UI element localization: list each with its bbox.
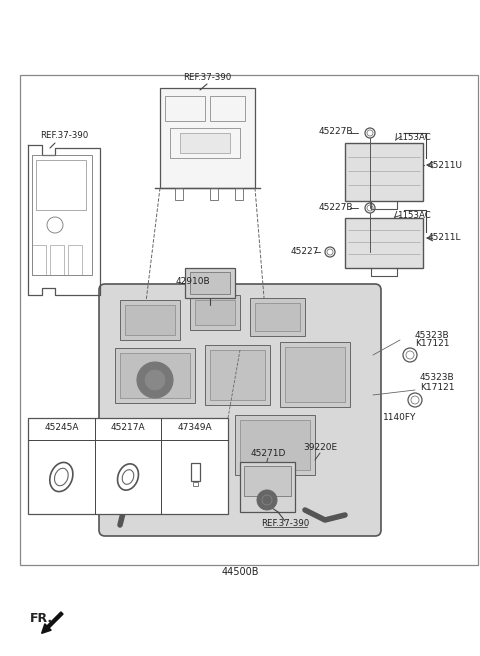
Bar: [240, 462, 295, 512]
Bar: [160, 88, 255, 188]
Text: REF.37-390: REF.37-390: [40, 131, 88, 140]
Bar: [255, 303, 300, 331]
Bar: [20, 75, 478, 565]
Text: 47349A: 47349A: [177, 424, 212, 432]
Bar: [120, 353, 190, 398]
FancyBboxPatch shape: [99, 284, 381, 536]
Bar: [130, 425, 220, 470]
Circle shape: [257, 490, 277, 510]
Text: 45245A: 45245A: [44, 424, 79, 432]
Text: 44500B: 44500B: [221, 567, 259, 577]
Text: 45217A: 45217A: [111, 424, 145, 432]
Text: K17121: K17121: [420, 382, 455, 392]
Text: REF.37-390: REF.37-390: [183, 73, 231, 83]
Bar: [195, 300, 235, 325]
Bar: [235, 188, 243, 200]
Bar: [210, 188, 218, 200]
Bar: [125, 305, 175, 335]
Bar: [235, 415, 315, 475]
Bar: [196, 288, 225, 304]
Bar: [240, 420, 310, 470]
Bar: [192, 482, 198, 486]
Text: 45211U: 45211U: [428, 161, 463, 169]
Text: 45323B: 45323B: [415, 331, 450, 340]
Text: FR.: FR.: [30, 611, 53, 625]
Bar: [345, 143, 423, 201]
Text: 45227: 45227: [291, 247, 319, 256]
Bar: [250, 298, 305, 336]
Bar: [165, 96, 205, 121]
Text: 45323B: 45323B: [420, 373, 455, 382]
Text: 45271D: 45271D: [250, 449, 286, 457]
Bar: [193, 285, 228, 307]
Bar: [120, 300, 180, 340]
Bar: [191, 463, 200, 481]
Bar: [32, 155, 92, 275]
Bar: [36, 160, 86, 210]
Text: 1153AC: 1153AC: [397, 211, 431, 220]
Bar: [125, 420, 225, 475]
Bar: [190, 295, 240, 330]
Text: 1140FY: 1140FY: [384, 413, 417, 422]
Bar: [68, 245, 82, 275]
Bar: [50, 245, 64, 275]
Bar: [180, 133, 230, 153]
Bar: [210, 350, 265, 400]
Bar: [244, 466, 291, 496]
Circle shape: [137, 362, 173, 398]
Bar: [285, 347, 345, 402]
Bar: [210, 96, 245, 121]
Text: 1153AC: 1153AC: [397, 134, 431, 142]
Text: 45227B: 45227B: [319, 203, 353, 211]
Bar: [190, 272, 230, 294]
Text: K17121: K17121: [415, 340, 449, 348]
FancyArrow shape: [42, 612, 63, 633]
Bar: [170, 128, 240, 158]
Bar: [280, 342, 350, 407]
Circle shape: [145, 370, 165, 390]
Bar: [185, 268, 235, 298]
Text: 45211L: 45211L: [428, 234, 461, 243]
Bar: [205, 345, 270, 405]
Bar: [32, 245, 46, 275]
Bar: [345, 218, 423, 268]
Text: 39220E: 39220E: [303, 443, 337, 453]
Bar: [28, 418, 228, 514]
Text: REF.37-390: REF.37-390: [261, 520, 309, 529]
Text: 42910B: 42910B: [176, 277, 210, 287]
Bar: [115, 348, 195, 403]
Bar: [175, 188, 183, 200]
Text: 45227B: 45227B: [319, 127, 353, 136]
